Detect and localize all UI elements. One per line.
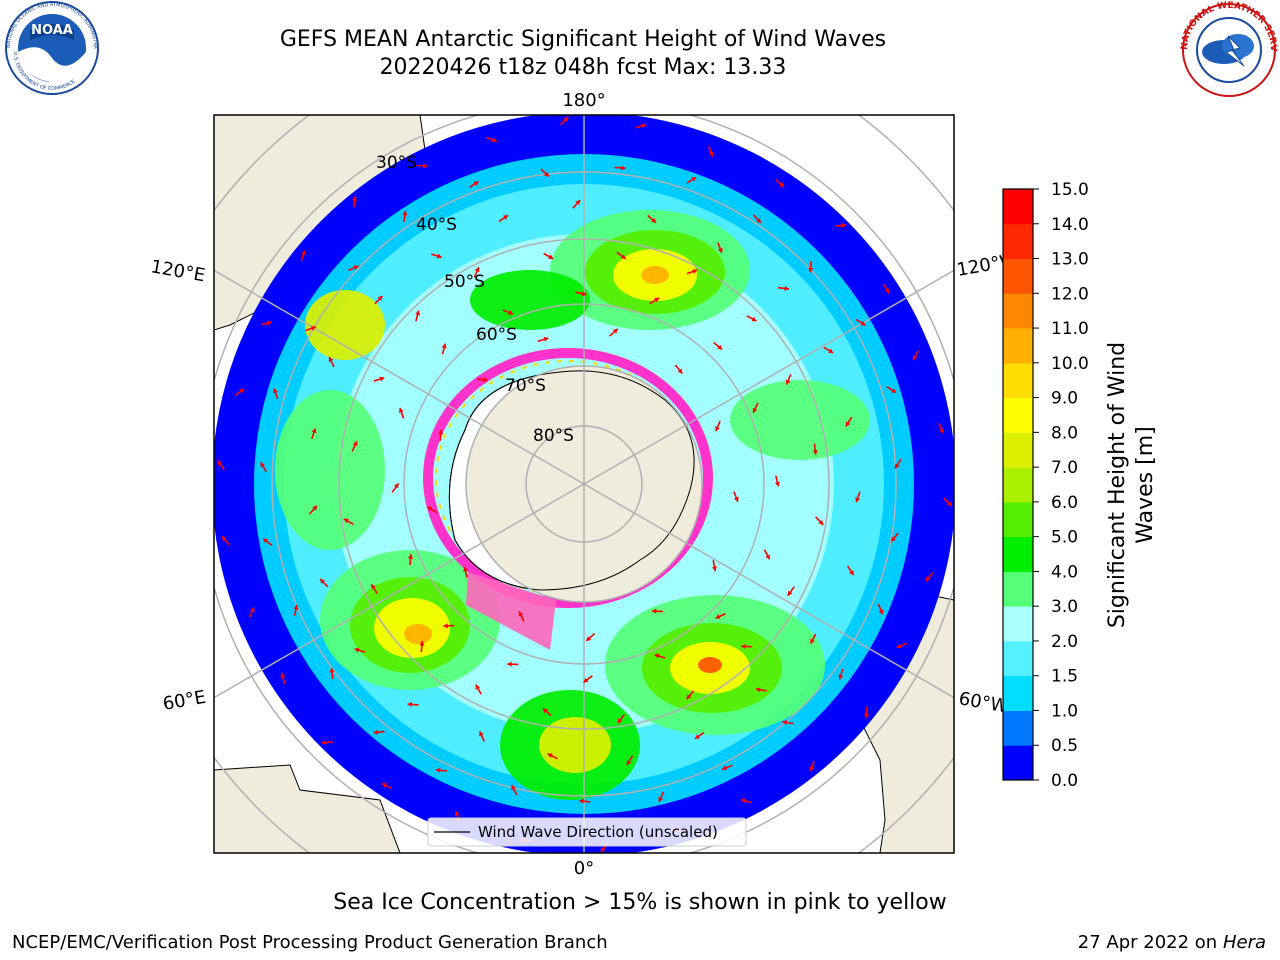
lat-label-80s: 80°S <box>533 426 574 446</box>
map-frame <box>213 114 955 854</box>
wind-wave-legend: Wind Wave Direction (unscaled) <box>427 817 747 847</box>
chart-title: GEFS MEAN Antarctic Significant Height o… <box>279 27 887 52</box>
colorbar-tick-label: 12.0 <box>1051 284 1089 304</box>
colorbar-segment <box>1003 467 1033 503</box>
colorbar-tick-label: 6.0 <box>1051 493 1078 513</box>
sea-ice-note: Sea Ice Concentration > 15% is shown in … <box>333 890 947 915</box>
chart-subtitle: 20220426 t18z 048h fcst Max: 13.33 <box>379 55 787 80</box>
colorbar-segment <box>1003 432 1033 468</box>
lat-label-30s: 30°S <box>376 153 417 173</box>
wind-wave-direction-arrows <box>217 116 953 853</box>
colorbar-segment <box>1003 536 1033 572</box>
latitude-labels: 30°S 40°S 50°S 60°S 70°S 80°S <box>376 153 574 446</box>
colorbar-tick-label: 10.0 <box>1051 354 1089 374</box>
branch-credit: NCEP/EMC/Verification Post Processing Pr… <box>12 932 608 953</box>
colorbar-segment <box>1003 640 1033 677</box>
lon-label-60w: 60°W <box>957 688 1010 717</box>
colorbar-segment <box>1003 675 1033 711</box>
colorbar-segment <box>1003 571 1033 607</box>
colorbar-label: Significant Height of Wind Waves [m] <box>1105 342 1158 628</box>
colorbar-segment <box>1003 745 1033 781</box>
lon-label-60e: 60°E <box>161 687 207 715</box>
colorbar-tick-label: 2.0 <box>1051 632 1078 652</box>
colorbar-segment <box>1003 397 1033 433</box>
nws-logo-icon: NATIONAL WEATHER SERVICE <box>1178 0 1278 97</box>
run-date-text: 27 Apr 2022 on <box>1077 932 1223 953</box>
colorbar-tick-label: 1.5 <box>1051 667 1078 687</box>
antarctica-land <box>448 366 702 602</box>
colorbar-segment <box>1003 328 1033 364</box>
colorbar-tick-label: 0.0 <box>1051 771 1078 791</box>
lon-label-180: 180° <box>562 90 605 111</box>
lon-label-120e: 120°E <box>149 256 207 286</box>
colorbar-tick-label: 7.0 <box>1051 458 1078 478</box>
colorbar-tick-label: 3.0 <box>1051 597 1078 617</box>
lon-label-0: 0° <box>574 858 594 879</box>
colorbar-segment <box>1003 223 1033 260</box>
noaa-logo-text: NOAA <box>31 23 73 38</box>
legend-label: Wind Wave Direction (unscaled) <box>478 823 718 841</box>
lat-label-40s: 40°S <box>416 215 457 235</box>
colorbar-tick-label: 0.5 <box>1051 736 1078 756</box>
colorbar-tick-label: 4.0 <box>1051 562 1078 582</box>
noaa-logo-icon: NOAA NATIONAL OCEANIC AND ATMOSPHERIC AD… <box>0 0 99 95</box>
colorbar-segment <box>1003 501 1033 538</box>
colorbar-label-line2: Waves [m] <box>1133 426 1158 543</box>
colorbar-tick-label: 11.0 <box>1051 319 1089 339</box>
colorbar-segment <box>1003 293 1033 329</box>
colorbar-tick-label: 5.0 <box>1051 528 1078 548</box>
host-name: Hera <box>1222 932 1266 953</box>
colorbar-tick-label: 13.0 <box>1051 250 1089 270</box>
lat-label-70s: 70°S <box>505 376 546 396</box>
run-date: 27 Apr 2022 on Hera <box>1078 932 1266 953</box>
colorbar-segment <box>1003 189 1033 225</box>
colorbar-segment <box>1003 362 1033 399</box>
colorbar-tick-label: 8.0 <box>1051 423 1078 443</box>
lat-label-60s: 60°S <box>476 325 517 345</box>
colorbar-segment <box>1003 258 1033 294</box>
graticule <box>214 115 954 853</box>
lat-label-50s: 50°S <box>444 272 485 292</box>
colorbar-tick-label: 1.0 <box>1051 701 1078 721</box>
colorbar-segment <box>1003 710 1033 746</box>
colorbar-segment <box>1003 606 1033 642</box>
colorbar: 0.0 0.5 1.0 1.5 2.0 3.0 4.0 5.0 6.0 7.0 8.0 9.0 10.0… <box>1002 180 1089 791</box>
colorbar-label-line1: Significant Height of Wind <box>1105 342 1130 628</box>
colorbar-tick-label: 14.0 <box>1051 215 1089 235</box>
colorbar-tick-label: 9.0 <box>1051 389 1078 409</box>
colorbar-tick-label: 15.0 <box>1051 180 1089 200</box>
